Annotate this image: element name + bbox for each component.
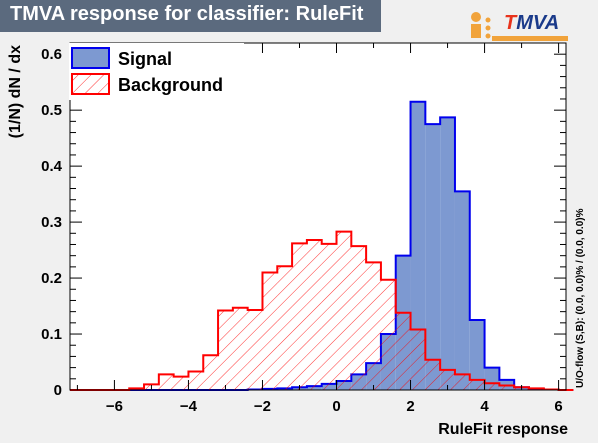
x-axis-title: RuleFit response bbox=[438, 421, 568, 438]
chart-title: TMVA response for classifier: RuleFit bbox=[10, 3, 364, 25]
background-bar bbox=[247, 309, 263, 390]
signal-bar bbox=[425, 124, 441, 390]
background-bar bbox=[410, 329, 426, 390]
background-bar bbox=[292, 243, 307, 390]
y-tick-label: 0.3 bbox=[41, 214, 62, 231]
title-bar: TMVA response for classifier: RuleFit bbox=[0, 0, 381, 32]
background-bar bbox=[484, 383, 500, 390]
y-axis: 0 0.1 0.2 0.3 0.4 0.5 0.6 bbox=[41, 42, 566, 399]
background-bar bbox=[203, 355, 219, 390]
background-bar bbox=[158, 374, 174, 390]
x-tick-label: 0 bbox=[332, 398, 340, 415]
background-bar bbox=[277, 266, 293, 390]
x-tick-label: −2 bbox=[254, 398, 271, 415]
background-bar bbox=[188, 371, 204, 390]
background-bar bbox=[440, 369, 455, 390]
background-bar bbox=[395, 312, 411, 390]
legend-signal-swatch bbox=[71, 47, 110, 69]
background-bar bbox=[351, 246, 367, 390]
legend: Signal Background bbox=[69, 43, 244, 100]
y-tick-label: 0.2 bbox=[41, 270, 62, 287]
tmva-logo: TMVA bbox=[468, 10, 568, 44]
y-tick-label: 0.1 bbox=[41, 326, 62, 343]
signal-bar bbox=[440, 117, 455, 390]
background-bar bbox=[336, 231, 352, 390]
background-bar bbox=[262, 272, 278, 390]
y-tick-label: 0 bbox=[54, 382, 62, 399]
tmva-logo-text: TMVA bbox=[504, 12, 560, 34]
background-bar bbox=[425, 359, 441, 390]
x-tick-label: −4 bbox=[180, 398, 198, 415]
background-bar bbox=[499, 385, 515, 390]
background-bar bbox=[454, 374, 470, 390]
x-tick-label: 4 bbox=[480, 398, 489, 415]
background-bar bbox=[469, 379, 485, 390]
background-bar bbox=[366, 262, 381, 390]
tmva-logo-icon bbox=[471, 12, 491, 39]
legend-background-label: Background bbox=[118, 75, 223, 95]
background-bar bbox=[232, 307, 248, 390]
background-bar bbox=[306, 240, 322, 390]
y-tick-label: 0.5 bbox=[41, 102, 62, 119]
background-outline bbox=[70, 230, 574, 391]
plot-border bbox=[69, 42, 567, 391]
x-tick-label: 2 bbox=[406, 398, 414, 415]
x-tick-label: 6 bbox=[554, 398, 562, 415]
y-tick-label: 0.4 bbox=[41, 158, 63, 175]
x-tick-label: −6 bbox=[106, 398, 123, 415]
signal-bar bbox=[410, 101, 426, 391]
x-axis: −6 −4 −2 0 2 4 6 bbox=[76, 43, 563, 415]
background-bar bbox=[218, 310, 233, 390]
legend-signal-label: Signal bbox=[118, 49, 172, 69]
y-tick-label: 0.6 bbox=[41, 46, 62, 63]
y-axis-title: (1/N) dN / dx bbox=[7, 45, 24, 138]
legend-background-swatch bbox=[71, 73, 110, 95]
tmva-logo-bar bbox=[492, 36, 568, 41]
background-bar bbox=[173, 376, 189, 390]
background-bar bbox=[380, 279, 396, 390]
background-series bbox=[129, 231, 559, 390]
signal-bar bbox=[454, 191, 470, 390]
signal-bar bbox=[469, 320, 485, 390]
overflow-note: U/O-flow (S,B): (0.0, 0.0)% / (0.0, 0.0)… bbox=[575, 208, 586, 388]
background-bar bbox=[321, 243, 337, 390]
